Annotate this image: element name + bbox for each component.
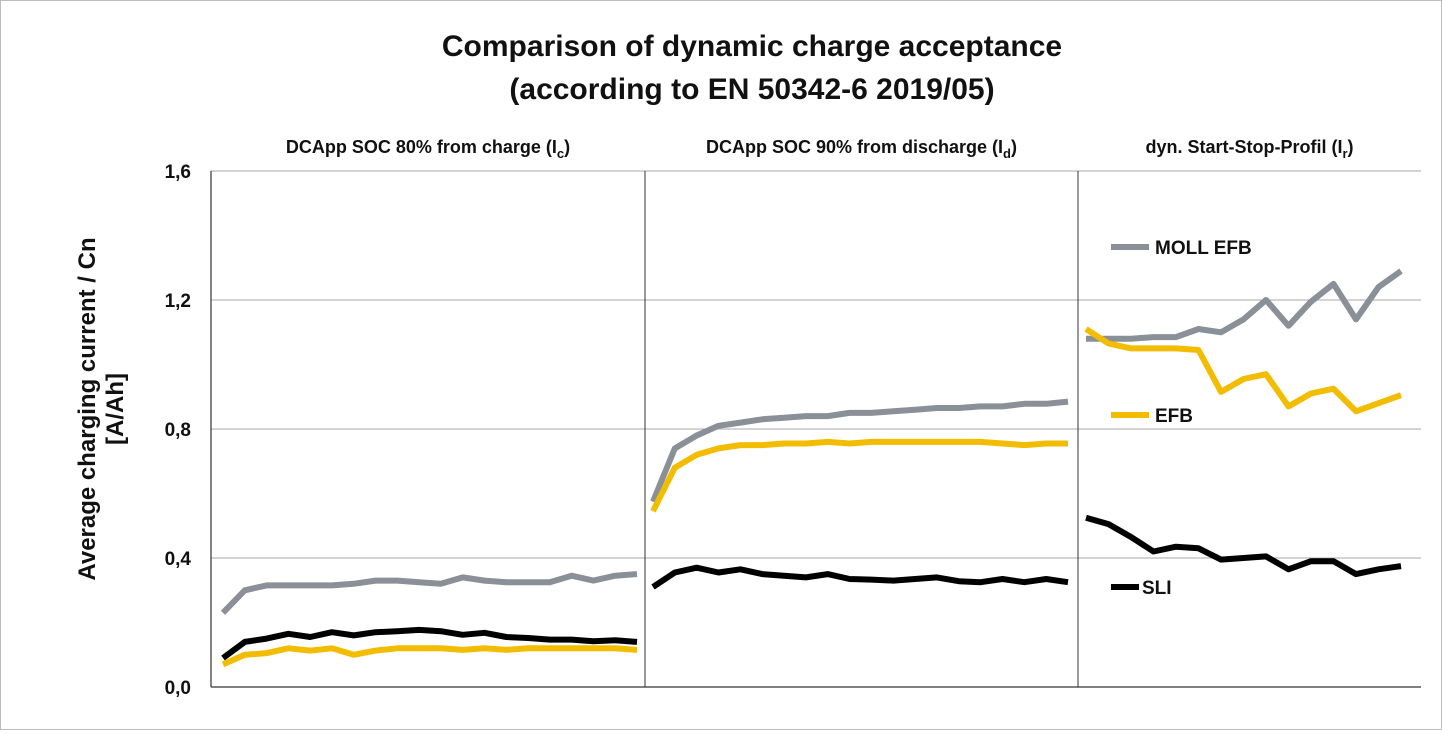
y-axis-label-line2: [A/Ah] xyxy=(102,373,129,445)
series-line-efb xyxy=(650,438,1068,513)
series-line-sli xyxy=(1085,514,1402,578)
y-tick-label: 1,2 xyxy=(165,291,191,312)
chart-title-line2: (according to EN 50342-6 2019/05) xyxy=(509,73,994,106)
y-tick-label: 0,8 xyxy=(165,420,191,441)
y-axis-label: Average charging current / Cn [A/Ah] xyxy=(74,237,129,580)
panel-title: DCApp SOC 80% from charge (Ic) xyxy=(286,137,570,161)
series-line-moll-efb xyxy=(650,398,1069,503)
series-line-moll-efb xyxy=(220,571,638,615)
legend-label: SLI xyxy=(1142,578,1172,599)
series-line-sli xyxy=(651,564,1069,590)
series-line-efb xyxy=(221,645,638,668)
y-axis-label-line1: Average charging current / Cn xyxy=(74,237,101,580)
y-tick-label: 0,0 xyxy=(165,678,191,699)
chart-title-line1: Comparison of dynamic charge acceptance xyxy=(442,30,1062,63)
panel-title: DCApp SOC 90% from discharge (Id) xyxy=(706,137,1017,161)
legend-label: MOLL EFB xyxy=(1155,238,1252,259)
y-tick-label: 1,6 xyxy=(165,162,191,183)
panel-title: dyn. Start-Stop-Profil (Ir) xyxy=(1145,137,1353,161)
series-line-moll-efb xyxy=(1086,268,1403,342)
y-tick-label: 0,4 xyxy=(165,549,192,570)
series-line-efb xyxy=(1084,326,1403,415)
legend-label: EFB xyxy=(1155,406,1193,427)
series-line-sli xyxy=(221,626,638,661)
plot-area: 0,0 0,4 0,8 1,2 1,6 DCApp SOC 80% from charge… xyxy=(165,137,1421,699)
